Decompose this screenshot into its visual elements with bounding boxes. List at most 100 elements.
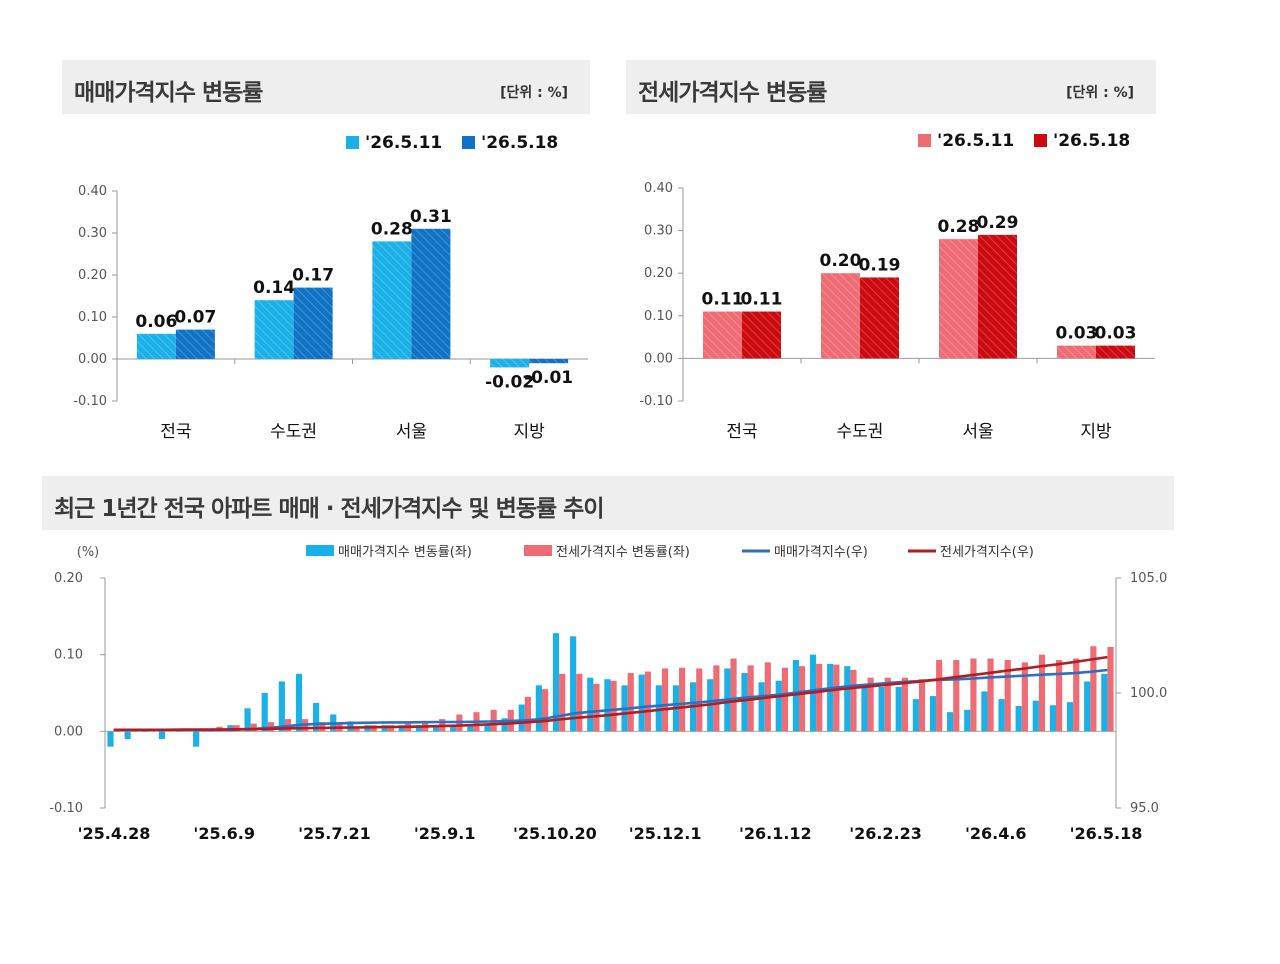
jeonse-bar-hatch — [742, 311, 781, 359]
trend-sale-change-bar — [861, 686, 868, 732]
sale-y-tick-label: 0.20 — [78, 268, 107, 283]
trend-jeonse-change-bar — [593, 683, 600, 732]
trend-jeonse-change-bar — [541, 689, 549, 732]
jeonse-data-label: 0.03 — [1095, 324, 1137, 344]
jeonse-y-tick-label: 0.40 — [644, 181, 673, 196]
trend-jeonse-change-bar — [696, 668, 703, 732]
jeonse-legend-label: '26.5.11 — [937, 131, 1014, 151]
sale-panel-title: 매매가격지수 변동률 — [74, 80, 263, 106]
sale-data-label: 0.31 — [410, 207, 452, 227]
sale-data-label: 0.07 — [174, 308, 216, 328]
jeonse-y-tick-label: 0.10 — [644, 309, 673, 324]
trend-sale-change-bar — [1101, 673, 1108, 732]
trend-jeonse-change-bar — [936, 660, 943, 732]
trend-left-tick-label: 0.10 — [54, 648, 83, 663]
trend-x-tick-label: '25.6.9 — [193, 824, 255, 843]
jeonse-legend-swatch — [1034, 134, 1047, 147]
trend-x-tick-label: '26.5.18 — [1070, 824, 1143, 843]
trend-combo-chart: (%) 0.20 0.10 0.00 -0.10 105.0 100.0 95.0 '25.4.… — [49, 545, 1167, 843]
sale-category-label: 지방 — [513, 422, 545, 442]
trend-sale-change-bar — [450, 726, 457, 732]
trend-jeonse-change-bar — [1073, 658, 1080, 732]
trend-sale-change-bar — [775, 680, 782, 732]
sale-y-tick-label: 0.10 — [78, 310, 107, 325]
jeonse-category-label: 전국 — [726, 422, 757, 442]
trend-jeonse-change-bar — [250, 723, 257, 732]
trend-sale-change-bar — [313, 702, 320, 732]
sale-legend-swatch — [462, 136, 475, 149]
trend-x-tick-label: '25.4.28 — [78, 824, 151, 843]
jeonse-legend-swatch — [918, 134, 931, 147]
sale-data-label: -0.02 — [485, 372, 534, 392]
jeonse-bar-hatch — [821, 273, 860, 359]
trend-jeonse-change-bar — [833, 664, 840, 732]
sale-y-tick-label: 0.40 — [78, 184, 107, 199]
trend-sale-change-bar — [295, 673, 303, 732]
sale-panel-unit: [단위 : %] — [500, 85, 568, 101]
jeonse-bar-hatch — [978, 234, 1017, 359]
trend-sale-change-bar — [912, 699, 919, 732]
trend-sale-change-bar — [1084, 681, 1091, 732]
trend-sale-change-bar — [467, 725, 474, 732]
sale-data-label: -0.01 — [524, 368, 573, 388]
sale-bar-hatch — [411, 228, 451, 359]
sale-bar-hatch — [175, 329, 215, 359]
trend-sale-change-bar — [604, 679, 611, 732]
sale-bar-hatch — [490, 359, 530, 368]
trend-sale-change-bar — [758, 682, 765, 732]
jeonse-panel-title: 전세가격지수 변동률 — [638, 80, 827, 106]
trend-legend-label: 매매가격지수 변동률(좌) — [338, 545, 472, 560]
trend-sale-change-bar — [158, 731, 165, 739]
jeonse-data-label: 0.28 — [938, 217, 980, 237]
trend-sale-change-bar — [415, 725, 423, 732]
sale-legend-label: '26.5.18 — [481, 133, 558, 153]
trend-sale-change-bar — [244, 708, 251, 732]
trend-jeonse-change-bar — [781, 667, 789, 732]
trend-jeonse-change-bar — [798, 666, 806, 732]
sale-y-tick-label: 0.00 — [78, 352, 107, 367]
jeonse-y-tick-label: 0.30 — [644, 224, 673, 239]
trend-jeonse-change-bar — [713, 665, 720, 732]
trend-sale-change-bar — [947, 712, 954, 732]
sale-y-tick-label: -0.10 — [73, 394, 107, 409]
jeonse-panel-header: 전세가격지수 변동률 [단위 : %] — [626, 60, 1156, 114]
trend-jeonse-change-bar — [970, 658, 977, 732]
trend-jeonse-change-bar — [576, 673, 583, 732]
trend-sale-change-bar — [929, 696, 937, 732]
trend-x-tick-label: '26.2.23 — [849, 824, 922, 843]
jeonse-panel-unit: [단위 : %] — [1066, 85, 1134, 101]
trend-sale-change-bar — [398, 725, 405, 732]
sale-data-label: 0.17 — [292, 266, 334, 286]
sale-category-label: 수도권 — [270, 422, 317, 442]
trend-sale-change-bar — [587, 677, 594, 732]
trend-sale-change-bar — [552, 633, 560, 732]
trend-sale-change-bar — [484, 723, 491, 732]
trend-legend-swatch — [524, 545, 552, 556]
trend-x-tick-label: '25.7.21 — [298, 824, 371, 843]
trend-left-tick-label: 0.20 — [54, 571, 83, 586]
jeonse-bar-hatch — [1096, 345, 1135, 359]
jeonse-data-label: 0.11 — [741, 290, 783, 310]
trend-jeonse-change-bar — [113, 731, 120, 732]
trend-jeonse-change-bar — [918, 679, 926, 732]
trend-sale-change-bar — [741, 673, 748, 732]
trend-sale-change-bar — [895, 686, 902, 732]
trend-x-tick-label: '25.10.20 — [513, 824, 597, 843]
sale-category-label: 전국 — [160, 422, 191, 442]
sale-data-label: 0.14 — [253, 278, 295, 298]
jeonse-bar-hatch — [703, 311, 742, 359]
trend-jeonse-change-bar — [901, 677, 908, 732]
trend-jeonse-index-line — [113, 655, 1108, 732]
trend-jeonse-change-bar — [559, 673, 566, 732]
trend-jeonse-change-bar — [867, 677, 874, 732]
trend-sale-change-bar — [1066, 702, 1074, 732]
trend-sale-change-bar — [107, 731, 114, 747]
trend-jeonse-change-bar — [1038, 654, 1046, 732]
trend-sale-change-bar — [535, 685, 542, 732]
trend-legend-label: 매매가격지수(우) — [774, 545, 868, 560]
trend-jeonse-change-bar — [524, 696, 531, 732]
trend-jeonse-change-bar — [679, 667, 686, 732]
trend-sale-change-bar — [193, 731, 200, 747]
trend-jeonse-change-bar — [387, 725, 394, 732]
trend-sale-change-bar — [878, 686, 885, 732]
